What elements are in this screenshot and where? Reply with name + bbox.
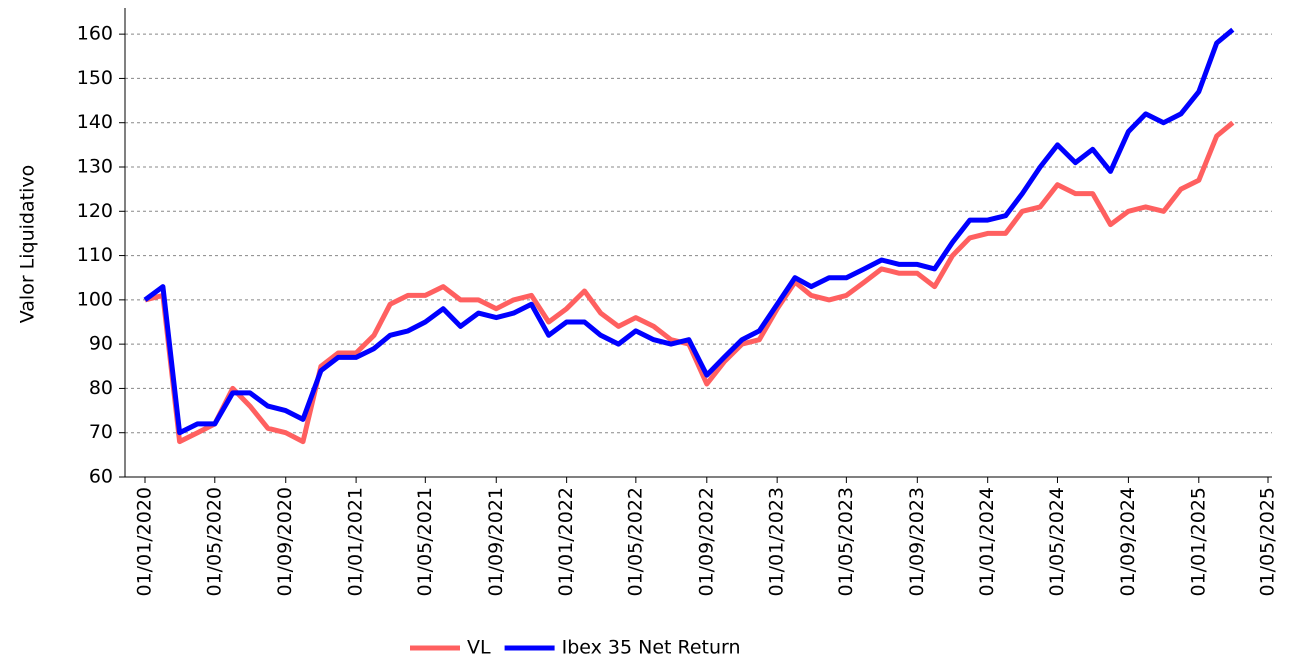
legend-label: Ibex 35 Net Return [562,637,741,659]
y-tick-label: 110 [77,244,113,266]
x-tick-label: 01/09/2024 [1117,487,1139,597]
y-tick-label: 100 [77,288,113,310]
x-tick-label: 01/01/2022 [555,487,577,597]
x-tick-label: 01/01/2025 [1187,487,1209,597]
x-tick-label: 01/01/2020 [134,487,156,597]
legend-label: VL [467,637,491,659]
y-tick-label: 80 [89,377,113,399]
y-axis-label: Valor Liquidativo [17,165,39,323]
x-tick-label: 01/05/2024 [1046,487,1068,597]
x-tick-label: 01/05/2025 [1257,487,1279,597]
x-tick-label: 01/01/2021 [345,487,367,597]
y-tick-label: 60 [89,466,113,488]
y-tick-label: 90 [89,333,113,355]
series-line [144,120,1235,445]
y-tick-label: 130 [77,156,113,178]
x-tick-label: 01/05/2022 [624,487,646,597]
x-tick-label: 01/01/2024 [976,487,998,597]
x-tick-label: 01/09/2020 [274,487,296,597]
y-tick-label: 160 [77,23,113,45]
y-tick-label: 120 [77,200,113,222]
y-tick-label: 150 [77,67,113,89]
x-tick-label: 01/09/2021 [485,487,507,597]
x-tick-label: 01/09/2023 [906,487,928,597]
series-line [143,27,1235,436]
x-tick-label: 01/05/2021 [414,487,436,597]
x-tick-label: 01/05/2023 [835,487,857,597]
x-tick-label: 01/05/2020 [203,487,225,597]
x-tick-label: 01/09/2022 [695,487,717,597]
x-tick-label: 01/01/2023 [766,487,788,597]
y-tick-label: 140 [77,111,113,133]
y-tick-label: 70 [89,421,113,443]
